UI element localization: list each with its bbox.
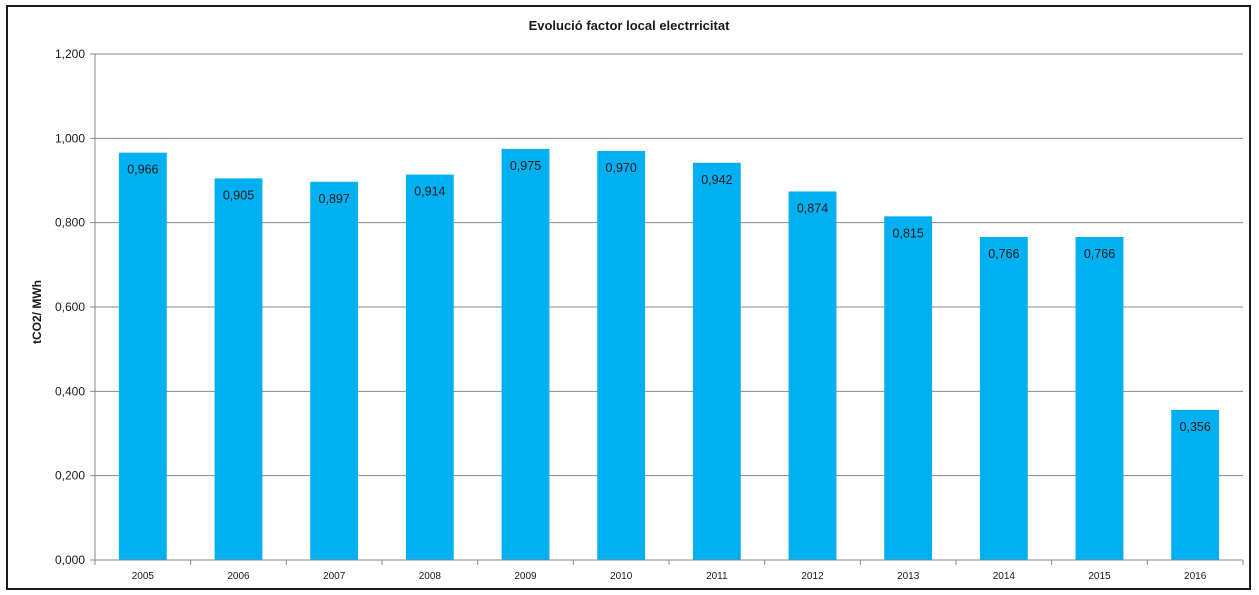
bar bbox=[597, 150, 646, 560]
gridlines bbox=[95, 53, 1243, 477]
chart-title: Evolució factor local electrricitat bbox=[529, 18, 731, 33]
data-label: 0,905 bbox=[223, 188, 254, 202]
x-tick-label: 2013 bbox=[897, 571, 920, 582]
x-tick-label: 2014 bbox=[993, 571, 1016, 582]
x-tick-label: 2009 bbox=[514, 571, 537, 582]
x-tick-label: 2007 bbox=[323, 571, 346, 582]
bar bbox=[788, 191, 837, 561]
bar bbox=[884, 216, 933, 560]
data-label: 0,970 bbox=[606, 161, 637, 175]
bar bbox=[310, 181, 359, 560]
bar bbox=[1075, 237, 1124, 560]
x-tick-label: 2005 bbox=[132, 571, 155, 582]
bar bbox=[979, 237, 1028, 560]
labels: 0,000 0,200 0,400 0,600 0,800 1,000 1,200 0,966… bbox=[55, 47, 1211, 582]
y-tick-label: 0,200 bbox=[55, 469, 85, 483]
data-label: 0,975 bbox=[510, 159, 541, 173]
x-tick-label: 2008 bbox=[419, 571, 442, 582]
x-tick-label: 2010 bbox=[610, 571, 633, 582]
y-tick-label: 0,600 bbox=[55, 300, 85, 314]
data-label: 0,766 bbox=[988, 247, 1019, 261]
y-tick-label: 1,200 bbox=[55, 47, 85, 61]
y-tick-label: 0,000 bbox=[55, 553, 85, 567]
data-label: 0,942 bbox=[701, 173, 732, 187]
data-label: 0,815 bbox=[893, 226, 924, 240]
bar bbox=[501, 148, 550, 560]
data-label: 0,356 bbox=[1180, 420, 1211, 434]
x-tick-label: 2011 bbox=[706, 571, 728, 582]
bar bbox=[405, 174, 454, 560]
data-label: 0,897 bbox=[319, 192, 350, 206]
x-tick-label: 2015 bbox=[1088, 571, 1111, 582]
bar bbox=[1171, 409, 1220, 560]
x-tick-label: 2006 bbox=[227, 571, 250, 582]
data-label: 0,914 bbox=[414, 185, 445, 199]
y-tick-label: 1,000 bbox=[55, 131, 85, 145]
data-label: 0,966 bbox=[127, 163, 158, 177]
axes bbox=[90, 53, 1244, 565]
data-label: 0,874 bbox=[797, 201, 828, 215]
y-axis-label: tCO2/ MWh bbox=[30, 280, 44, 344]
bar bbox=[118, 152, 167, 561]
y-tick-label: 0,400 bbox=[55, 384, 85, 398]
data-label: 0,766 bbox=[1084, 247, 1115, 261]
bar bbox=[692, 162, 741, 561]
x-tick-label: 2016 bbox=[1184, 571, 1207, 582]
x-tick-label: 2012 bbox=[801, 571, 824, 582]
bars bbox=[118, 148, 1220, 561]
y-tick-label: 0,800 bbox=[55, 216, 85, 230]
bar bbox=[214, 178, 263, 560]
